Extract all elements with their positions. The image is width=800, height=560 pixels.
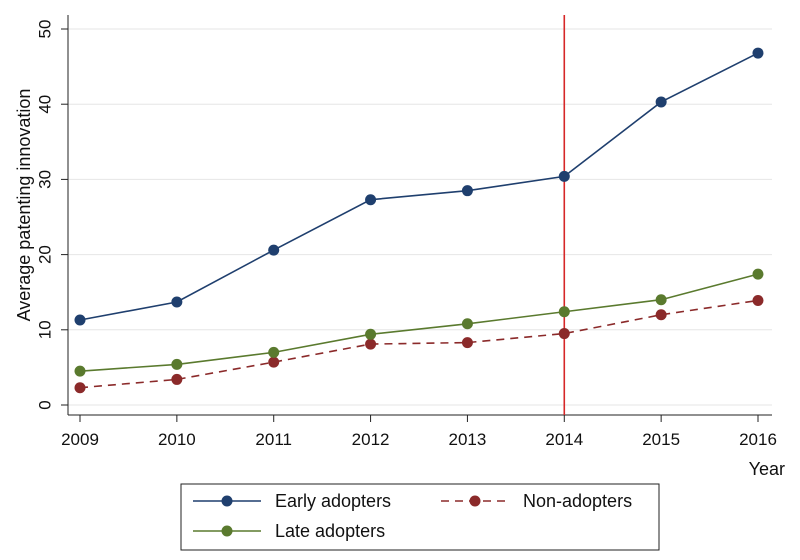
series-late-adopters bbox=[74, 268, 764, 377]
data-point bbox=[461, 185, 473, 197]
legend-swatch-marker bbox=[221, 525, 233, 537]
data-point bbox=[171, 296, 183, 308]
x-tick-label: 2009 bbox=[61, 430, 99, 449]
data-point bbox=[268, 346, 280, 358]
y-tick-label: 20 bbox=[35, 245, 54, 264]
x-tick-label: 2010 bbox=[158, 430, 196, 449]
data-point bbox=[752, 47, 764, 59]
x-tick-label: 2015 bbox=[642, 430, 680, 449]
axes bbox=[61, 15, 772, 422]
series-group bbox=[74, 47, 764, 394]
series-early-adopters bbox=[74, 47, 764, 326]
data-point bbox=[74, 365, 86, 377]
x-axis-title: Year bbox=[749, 459, 785, 479]
data-point bbox=[752, 294, 764, 306]
legend-item: Late adopters bbox=[193, 521, 385, 541]
data-point bbox=[752, 268, 764, 280]
x-tick-label: 2013 bbox=[449, 430, 487, 449]
legend-swatch-marker bbox=[221, 495, 233, 507]
data-point bbox=[461, 337, 473, 349]
x-tick-label: 2011 bbox=[255, 430, 292, 449]
data-point bbox=[74, 314, 86, 326]
y-tick-label: 10 bbox=[35, 320, 54, 339]
series-non-adopters bbox=[74, 294, 764, 394]
legend-label: Early adopters bbox=[275, 491, 391, 511]
legend-box bbox=[180, 483, 660, 551]
series-line bbox=[79, 273, 759, 372]
y-axis-title: Average patenting innovation bbox=[14, 89, 34, 322]
legend-label: Non-adopters bbox=[523, 491, 632, 511]
legend-item: Non-adopters bbox=[441, 491, 632, 511]
tick-labels: 0 10 20 30 40 50 2009 2010 2011 2012 2013 2014 2015 2… bbox=[35, 20, 776, 449]
series-line bbox=[79, 299, 759, 389]
gridlines bbox=[68, 28, 772, 406]
data-point bbox=[171, 373, 183, 385]
legend-item: Early adopters bbox=[193, 491, 391, 511]
legend: Early adopters Non-adopters Late adopters bbox=[180, 483, 660, 551]
data-point bbox=[655, 309, 667, 321]
y-tick-label: 0 bbox=[35, 400, 54, 409]
legend-swatch-marker bbox=[469, 495, 481, 507]
data-point bbox=[74, 382, 86, 394]
data-point bbox=[365, 194, 377, 206]
y-tick-label: 40 bbox=[35, 95, 54, 114]
data-point bbox=[655, 294, 667, 306]
series-line bbox=[79, 52, 759, 321]
data-point bbox=[171, 358, 183, 370]
data-point bbox=[365, 338, 377, 350]
data-point bbox=[558, 328, 570, 340]
data-point bbox=[268, 244, 280, 256]
data-point bbox=[461, 318, 473, 330]
x-tick-label: 2012 bbox=[352, 430, 390, 449]
y-tick-label: 30 bbox=[35, 170, 54, 189]
y-tick-label: 50 bbox=[35, 20, 54, 39]
data-point bbox=[365, 328, 377, 340]
x-tick-label: 2014 bbox=[545, 430, 583, 449]
data-point bbox=[558, 170, 570, 182]
legend-label: Late adopters bbox=[275, 521, 385, 541]
x-tick-label: 2016 bbox=[739, 430, 777, 449]
data-point bbox=[268, 356, 280, 368]
data-point bbox=[558, 306, 570, 318]
data-point bbox=[655, 96, 667, 108]
